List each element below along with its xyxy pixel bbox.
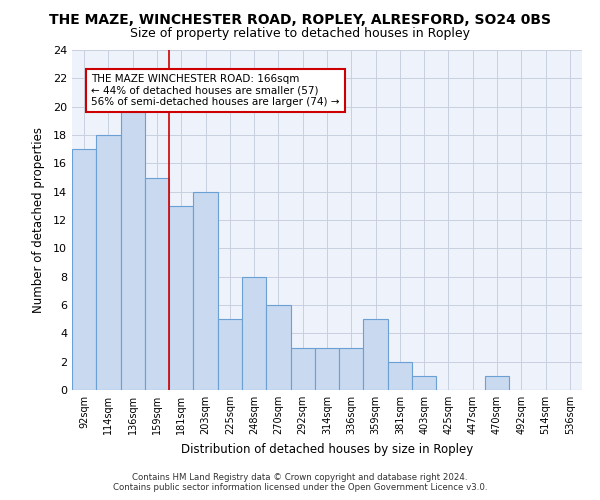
Bar: [72, 149, 96, 390]
Bar: [145, 178, 169, 390]
Text: Contains HM Land Registry data © Crown copyright and database right 2024.
Contai: Contains HM Land Registry data © Crown c…: [113, 473, 487, 492]
Bar: [266, 305, 290, 390]
Bar: [169, 206, 193, 390]
Bar: [412, 376, 436, 390]
X-axis label: Distribution of detached houses by size in Ropley: Distribution of detached houses by size …: [181, 442, 473, 456]
Bar: [388, 362, 412, 390]
Bar: [364, 319, 388, 390]
Bar: [121, 106, 145, 390]
Bar: [218, 319, 242, 390]
Text: THE MAZE WINCHESTER ROAD: 166sqm
← 44% of detached houses are smaller (57)
56% o: THE MAZE WINCHESTER ROAD: 166sqm ← 44% o…: [91, 74, 340, 108]
Y-axis label: Number of detached properties: Number of detached properties: [32, 127, 44, 313]
Bar: [339, 348, 364, 390]
Bar: [193, 192, 218, 390]
Text: THE MAZE, WINCHESTER ROAD, ROPLEY, ALRESFORD, SO24 0BS: THE MAZE, WINCHESTER ROAD, ROPLEY, ALRES…: [49, 12, 551, 26]
Bar: [315, 348, 339, 390]
Text: Size of property relative to detached houses in Ropley: Size of property relative to detached ho…: [130, 28, 470, 40]
Bar: [485, 376, 509, 390]
Bar: [290, 348, 315, 390]
Bar: [96, 135, 121, 390]
Bar: [242, 276, 266, 390]
